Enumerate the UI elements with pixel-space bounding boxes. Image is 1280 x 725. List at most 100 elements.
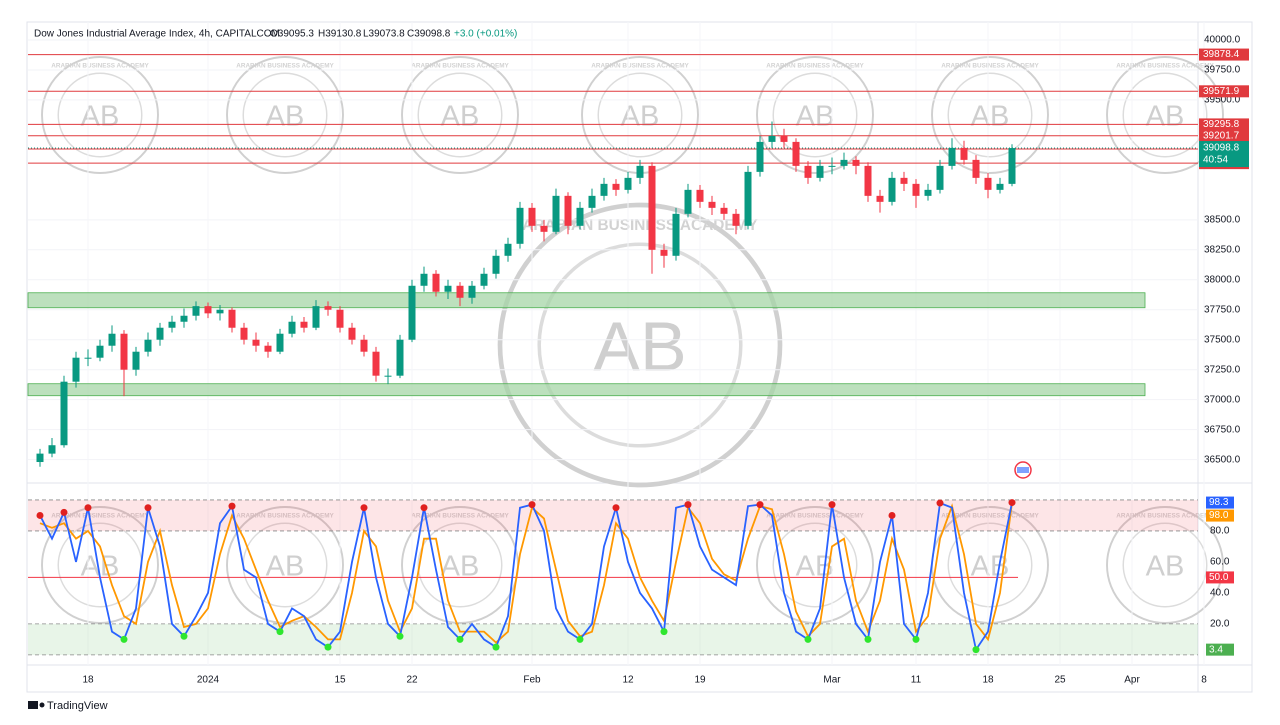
watermark-text: ARABIAN BUSINESS ACADEMY bbox=[941, 512, 1039, 519]
level-badge bbox=[1199, 129, 1249, 142]
watermark-text: ARABIAN BUSINESS ACADEMY bbox=[1116, 62, 1214, 69]
candle-body bbox=[336, 309, 344, 328]
signal-dot bbox=[828, 501, 836, 509]
candle-body bbox=[372, 351, 380, 376]
x-tick-label: 18 bbox=[982, 675, 994, 686]
watermark-ring bbox=[537, 242, 743, 448]
x-tick-label: 8 bbox=[1201, 675, 1207, 686]
signal-dot bbox=[420, 504, 428, 512]
chart-title: Dow Jones Industrial Average Index, 4h, … bbox=[34, 29, 280, 40]
signal-dot bbox=[36, 511, 44, 519]
x-tick-label: 15 bbox=[334, 675, 346, 686]
candle-body bbox=[852, 159, 860, 166]
x-tick-label: Mar bbox=[823, 675, 841, 686]
candle-body bbox=[240, 327, 248, 340]
watermark-ring bbox=[947, 72, 1033, 158]
watermark-ring bbox=[772, 522, 858, 608]
candle-body bbox=[576, 207, 584, 226]
signal-dot bbox=[360, 504, 368, 512]
icon bbox=[1017, 467, 1029, 473]
signal-dot bbox=[144, 504, 152, 512]
x-tick-label: 25 bbox=[1054, 675, 1066, 686]
candle-body bbox=[564, 195, 572, 226]
footer-logo: TradingView bbox=[28, 700, 108, 712]
watermark-ring bbox=[931, 56, 1049, 174]
x-tick-label: Feb bbox=[523, 675, 541, 686]
value-badge bbox=[1206, 571, 1234, 584]
signal-dot bbox=[228, 502, 236, 510]
candle-body bbox=[1008, 148, 1016, 184]
watermark-text: ARABIAN BUSINESS ACADEMY bbox=[591, 62, 689, 69]
candle-body bbox=[432, 273, 440, 292]
candle-body bbox=[864, 165, 872, 196]
candle-body bbox=[204, 306, 212, 314]
level-label: 39295.8 bbox=[1203, 119, 1240, 130]
y-tick-label: 38000.0 bbox=[1204, 274, 1241, 285]
watermark-logo: AB bbox=[621, 101, 660, 133]
watermark-text: ARABIAN BUSINESS ACADEMY bbox=[51, 62, 149, 69]
signal-dot bbox=[396, 632, 404, 640]
candle-body bbox=[600, 183, 608, 196]
candle-body bbox=[120, 333, 128, 370]
candle-body bbox=[900, 177, 908, 184]
ohlc-label: L39073.8 bbox=[363, 29, 405, 40]
candle-body bbox=[312, 306, 320, 328]
level-badge bbox=[1199, 118, 1249, 131]
y-tick-label: 37000.0 bbox=[1204, 394, 1241, 405]
candle-body bbox=[180, 315, 188, 322]
signal-dot bbox=[120, 635, 128, 643]
watermark-text: ARABIAN BUSINESS ACADEMY bbox=[766, 512, 864, 519]
candle-body bbox=[444, 285, 452, 292]
candle-body bbox=[300, 321, 308, 328]
candle-body bbox=[948, 147, 956, 166]
candle-body bbox=[360, 339, 368, 352]
footer-brand[interactable]: TradingView bbox=[47, 700, 108, 712]
y-tick-label: 38500.0 bbox=[1204, 214, 1241, 225]
watermark-ring bbox=[226, 56, 344, 174]
watermark-text: ARABIAN BUSINESS ACADEMY bbox=[236, 62, 334, 69]
candle-body bbox=[708, 201, 716, 208]
x-tick-label: 18 bbox=[82, 675, 94, 686]
value-badge-label: 3.4 bbox=[1209, 644, 1223, 655]
candle-body bbox=[624, 177, 632, 190]
candle-body bbox=[660, 249, 668, 256]
candle-body bbox=[276, 333, 284, 352]
candle-body bbox=[132, 351, 140, 370]
x-tick-label: 2024 bbox=[197, 675, 220, 686]
value-badge-label: 98.0 bbox=[1209, 510, 1229, 521]
last-price-badge bbox=[1199, 141, 1249, 168]
candle-body bbox=[96, 345, 104, 358]
watermark-logo: AB bbox=[266, 101, 305, 133]
candle-body bbox=[60, 381, 68, 446]
candle-body bbox=[156, 327, 164, 340]
candle-body bbox=[456, 285, 464, 298]
candle-body bbox=[528, 207, 536, 226]
candle-body bbox=[768, 135, 776, 142]
candle-body bbox=[288, 321, 296, 334]
candle-body bbox=[696, 189, 704, 202]
signal-dot bbox=[972, 646, 980, 654]
candle-body bbox=[48, 445, 56, 454]
signal-dot bbox=[888, 511, 896, 519]
candle-body bbox=[72, 357, 80, 382]
watermark-ring bbox=[1106, 56, 1224, 174]
y-tick-label: 36750.0 bbox=[1204, 424, 1241, 435]
candle-body bbox=[804, 165, 812, 178]
signal-dot bbox=[804, 635, 812, 643]
level-label: 39201.7 bbox=[1203, 130, 1240, 141]
x-tick-label: 19 bbox=[694, 675, 706, 686]
watermark-ring bbox=[1122, 522, 1208, 608]
candle-body bbox=[984, 177, 992, 190]
candle-body bbox=[972, 159, 980, 178]
candle-body bbox=[108, 333, 116, 346]
candle-body bbox=[252, 339, 260, 346]
y-tick-label: 37750.0 bbox=[1204, 304, 1241, 315]
candle-body bbox=[264, 345, 272, 352]
candle-body bbox=[192, 306, 200, 316]
candle-body bbox=[876, 195, 884, 202]
signal-dot bbox=[660, 628, 668, 636]
signal-dot bbox=[276, 628, 284, 636]
watermark-ring bbox=[401, 56, 519, 174]
